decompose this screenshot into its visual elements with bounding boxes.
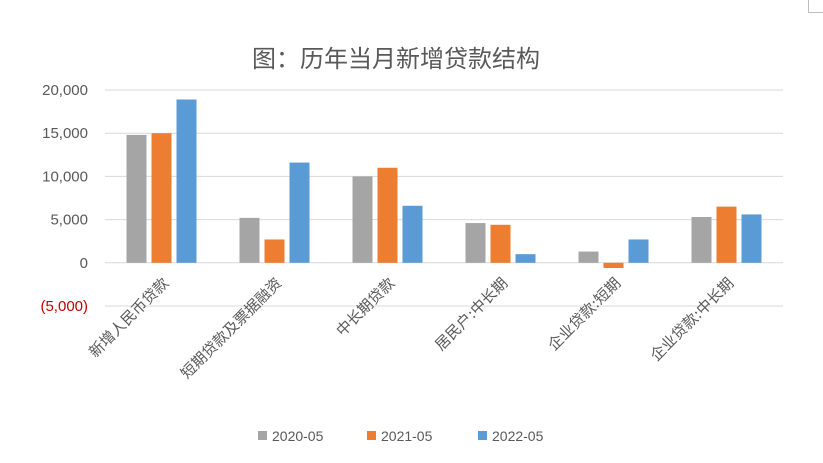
legend-label: 2020-05 <box>272 428 324 444</box>
legend-swatch <box>258 431 267 440</box>
bar-2021-05-5 <box>716 206 737 263</box>
legend: 2020-05 2021-05 2022-05 <box>258 428 544 444</box>
bar-2022-05-0 <box>176 99 197 263</box>
x-tick-label: 居民户:中长期 <box>431 274 511 354</box>
y-axis-tick-labels: 20,000 15,000 10,000 5,000 0 (5,000) <box>40 82 88 315</box>
y-tick-label: (5,000) <box>40 298 88 315</box>
y-tick-label: 10,000 <box>42 168 88 185</box>
bar-2021-05-4 <box>603 262 624 268</box>
bar-2021-05-2 <box>377 167 398 263</box>
y-tick-label: 5,000 <box>50 212 88 229</box>
legend-swatch <box>367 431 376 440</box>
bar-2020-05-1 <box>239 217 260 263</box>
bar-2021-05-3 <box>490 224 511 263</box>
bar-2022-05-2 <box>402 205 423 263</box>
x-tick-label: 新增人民币贷款 <box>85 274 172 361</box>
x-axis-tick-labels: 新增人民币贷款 短期贷款及票据融资 中长期贷款 居民户:中长期 企业贷款:短期 企业贷款:… <box>85 274 737 382</box>
gridlines <box>105 89 783 307</box>
bar-2022-05-5 <box>741 214 762 263</box>
bar-2021-05-0 <box>151 133 172 263</box>
chart-title: 图：历年当月新增贷款结构 <box>252 45 540 73</box>
bar-2020-05-3 <box>465 223 486 263</box>
bar-2020-05-4 <box>578 251 599 263</box>
corner-frame-mark <box>808 0 823 13</box>
bar-2022-05-1 <box>289 162 310 263</box>
y-tick-label: 0 <box>80 255 88 272</box>
bar-2022-05-4 <box>628 239 649 263</box>
bar-2022-05-3 <box>515 254 536 263</box>
bar-2020-05-5 <box>691 217 712 263</box>
x-tick-label: 企业贷款:短期 <box>544 274 624 354</box>
x-tick-label: 中长期贷款 <box>333 274 399 340</box>
x-tick-label: 短期贷款及票据融资 <box>177 274 285 382</box>
y-tick-label: 15,000 <box>42 125 88 142</box>
bar-2020-05-2 <box>352 176 373 263</box>
bar-2020-05-0 <box>126 134 147 263</box>
legend-label: 2021-05 <box>381 428 433 444</box>
x-tick-label: 企业贷款:中长期 <box>647 274 738 365</box>
legend-swatch <box>478 431 487 440</box>
bars <box>126 99 762 268</box>
bar-2021-05-1 <box>264 239 285 263</box>
legend-label: 2022-05 <box>492 428 544 444</box>
y-tick-label: 20,000 <box>42 82 88 99</box>
